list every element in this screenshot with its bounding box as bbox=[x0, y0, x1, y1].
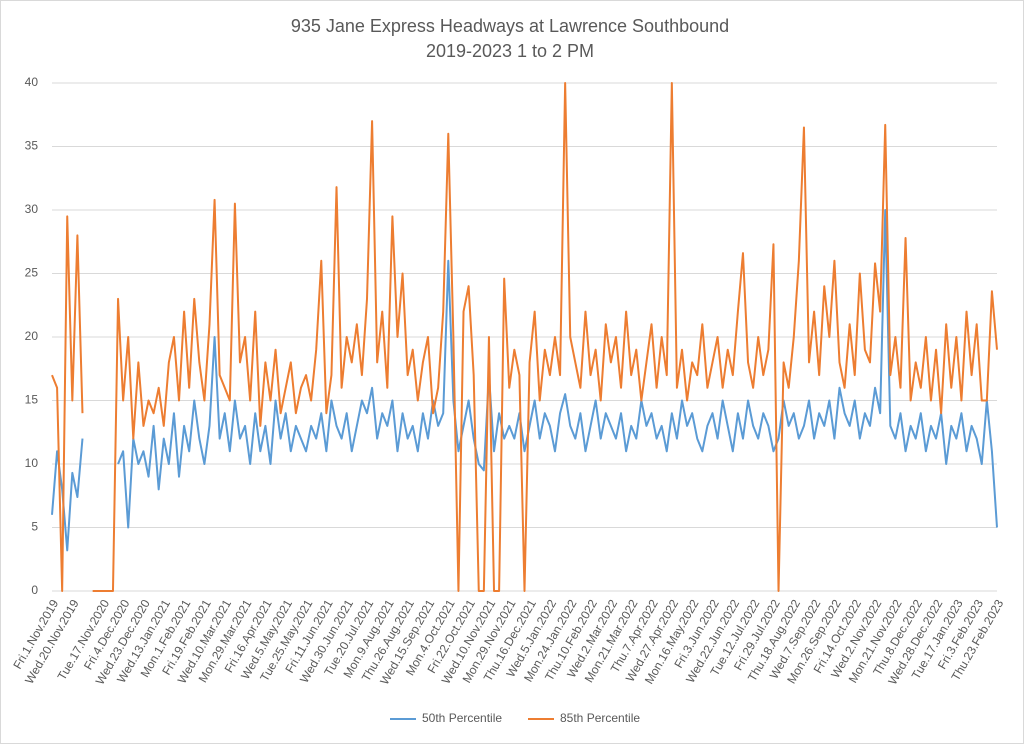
line-series bbox=[51, 209, 998, 552]
legend-label: 50th Percentile bbox=[422, 711, 502, 725]
y-tick-label: 0 bbox=[31, 583, 38, 597]
y-tick-label: 5 bbox=[31, 520, 38, 534]
y-tick-label: 15 bbox=[25, 393, 39, 407]
chart-title: 935 Jane Express Headways at Lawrence So… bbox=[291, 16, 729, 36]
line-series bbox=[51, 82, 998, 592]
legend-label: 85th Percentile bbox=[560, 711, 640, 725]
y-tick-label: 35 bbox=[25, 139, 39, 153]
chart-subtitle: 2019-2023 1 to 2 PM bbox=[426, 41, 594, 61]
y-tick-label: 20 bbox=[25, 329, 39, 343]
y-tick-label: 30 bbox=[25, 202, 39, 216]
y-tick-label: 25 bbox=[25, 266, 39, 280]
y-tick-label: 40 bbox=[25, 75, 39, 89]
y-tick-label: 10 bbox=[25, 456, 39, 470]
